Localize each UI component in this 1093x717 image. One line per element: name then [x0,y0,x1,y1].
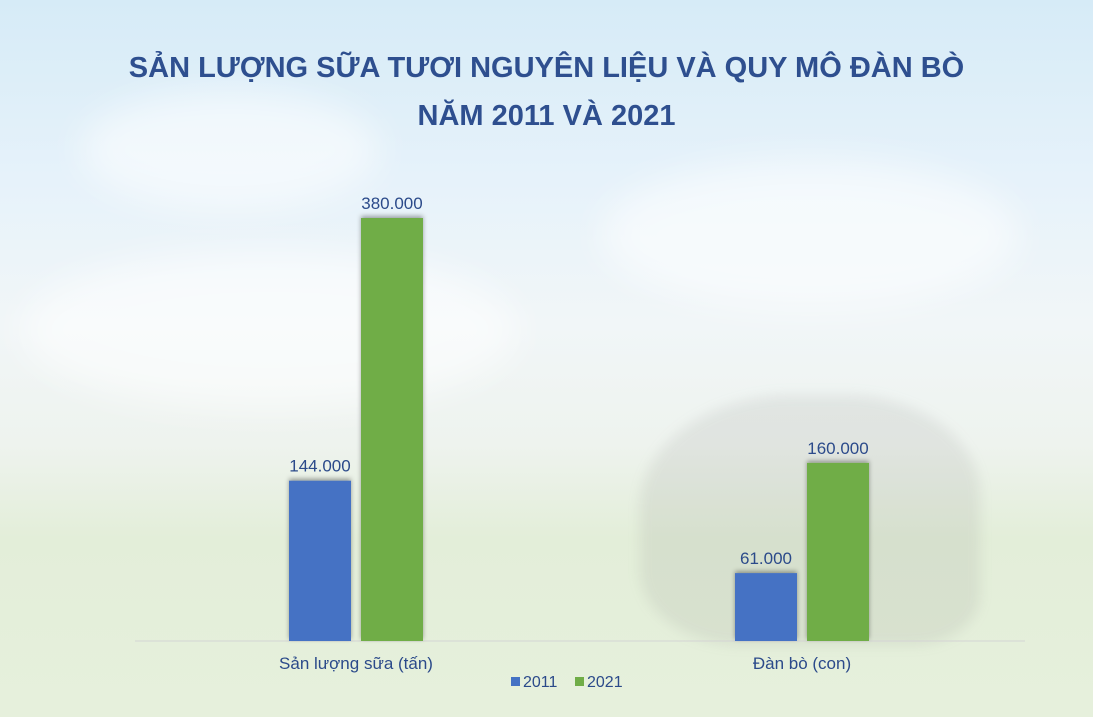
background-cloud [20,250,520,410]
legend-swatch-2021 [575,677,584,686]
bar-2011-1 [735,573,797,641]
data-label-2011-0: 144.000 [289,457,350,476]
legend-label-2011: 2011 [523,674,558,691]
data-label-2021-1: 160.000 [807,439,868,458]
background-cloud [600,160,1020,310]
bar-2021-1 [807,462,869,641]
data-label-2011-1: 61.000 [740,549,792,568]
background-cloud [80,90,380,210]
bar-2021-0 [361,218,423,641]
category-label-0: Sản lượng sữa (tấn) [279,654,433,673]
legend-label-2021: 2021 [587,674,623,691]
chart-title-line1: SẢN LƯỢNG SỮA TƯƠI NGUYÊN LIỆU VÀ QUY MÔ… [128,52,965,84]
legend-swatch-2011 [511,677,520,686]
category-label-1: Đàn bò (con) [753,654,851,673]
bar-2011-0 [289,480,351,641]
chart-title-line2: NĂM 2011 VÀ 2021 [417,100,676,132]
data-label-2021-0: 380.000 [361,194,422,213]
